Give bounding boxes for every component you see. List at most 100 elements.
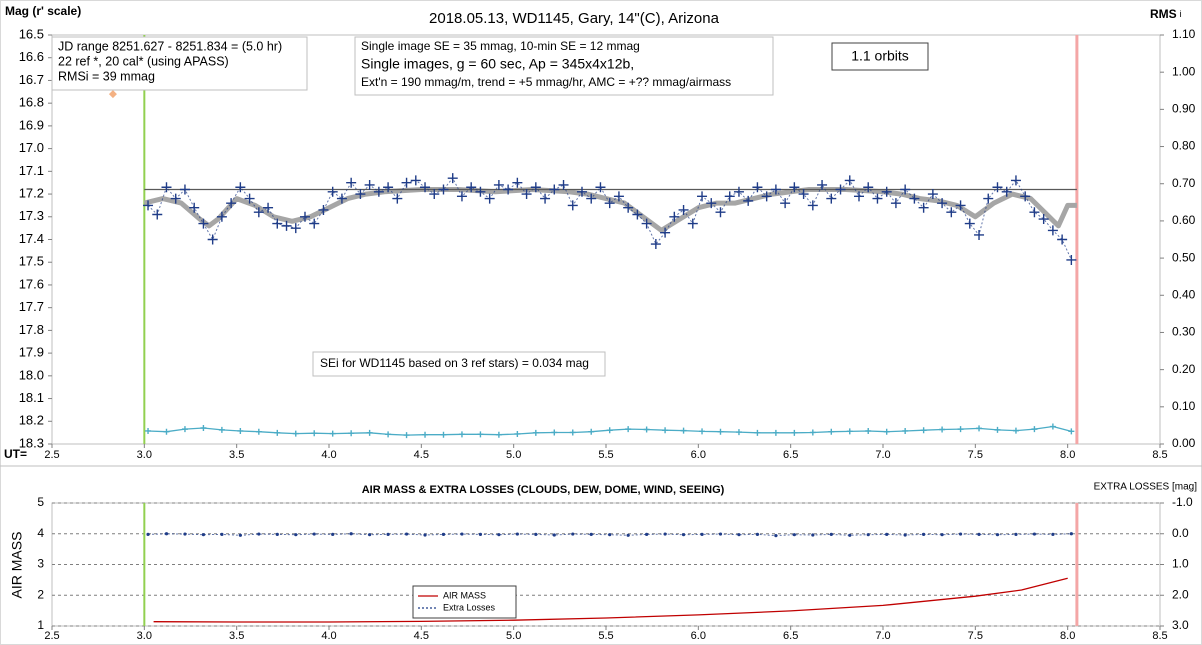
- data-point: [458, 431, 465, 438]
- setup-box: [354, 36, 774, 96]
- x-tick-label: 3.0: [137, 449, 152, 461]
- setup-text: Ext'n = 190 mmag/m, trend = +5 mmag/hr, …: [361, 75, 731, 89]
- x-tick-label: 5.5: [598, 449, 613, 461]
- y-tick-label: 3: [37, 557, 44, 571]
- data-point: [571, 532, 575, 536]
- y2-axis-label: RMS i: [1150, 7, 1182, 21]
- y2-tick-label: 0.0: [1172, 526, 1189, 540]
- data-point: [650, 239, 661, 250]
- data-point: [540, 193, 551, 204]
- data-point: [937, 198, 948, 209]
- x-tick-label: 3.5: [229, 449, 244, 461]
- data-point: [669, 211, 680, 222]
- y2-tick-label: -1.0: [1172, 495, 1193, 509]
- y-tick-label: 16.6: [19, 49, 44, 64]
- data-point: [275, 532, 279, 536]
- data-point: [724, 191, 735, 202]
- data-point: [817, 179, 828, 190]
- info-text: 22 ref *, 20 cal* (using APASS): [58, 54, 229, 68]
- y2-tick-label: 3.0: [1172, 618, 1189, 632]
- setup-text: Single image SE = 35 mmag, 10-min SE = 1…: [361, 39, 640, 53]
- data-point: [218, 426, 225, 433]
- data-point: [613, 191, 624, 202]
- y-tick-label: 17.6: [19, 276, 44, 291]
- x-tick-label: 6.0: [691, 449, 706, 461]
- sei-box: [312, 351, 606, 377]
- data-point: [1057, 234, 1068, 245]
- data-point: [346, 177, 357, 188]
- data-point: [161, 182, 172, 193]
- data-point: [586, 193, 597, 204]
- data-point: [946, 207, 957, 218]
- data-point: [373, 186, 384, 197]
- data-point: [743, 195, 754, 206]
- data-point: [626, 533, 630, 537]
- data-point: [329, 430, 336, 437]
- data-point: [569, 429, 576, 436]
- data-point: [844, 175, 855, 186]
- y2-label-sub: i: [1180, 9, 1182, 19]
- data-point: [964, 218, 975, 229]
- x-tick-label: 2.5: [44, 449, 59, 461]
- data-point: [872, 193, 883, 204]
- data-point: [798, 189, 809, 200]
- data-point: [549, 184, 560, 195]
- x-tick-label: 3.5: [229, 630, 244, 642]
- data-point: [181, 426, 188, 433]
- y2-tick-label: 0.60: [1172, 213, 1196, 227]
- setup-text: Single images, g = 60 sec, Ap = 345x4x12…: [361, 56, 634, 72]
- data-point: [1014, 532, 1018, 536]
- x-tick-label: 4.5: [414, 449, 429, 461]
- data-point: [903, 533, 907, 537]
- data-point: [809, 429, 816, 436]
- data-point: [207, 234, 218, 245]
- data-point: [238, 533, 242, 537]
- x-tick-label: 5.5: [598, 630, 613, 642]
- data-point: [645, 532, 649, 536]
- data-point: [1049, 423, 1056, 430]
- x-tick-label: 4.0: [321, 630, 336, 642]
- data-point: [761, 191, 772, 202]
- x-tick-label: 5.0: [506, 449, 521, 461]
- x-tick-label: 6.0: [691, 630, 706, 642]
- data-point: [774, 533, 778, 538]
- data-point: [687, 218, 698, 229]
- y-tick-label: 17.1: [19, 163, 44, 178]
- data-point: [902, 427, 909, 434]
- data-point: [718, 532, 723, 536]
- y-tick-label: 18.1: [19, 390, 44, 405]
- y-tick-label: 17.9: [19, 345, 44, 360]
- data-point: [299, 211, 310, 222]
- data-point: [493, 179, 504, 190]
- y-tick-label: 16.8: [19, 95, 44, 110]
- data-point: [349, 532, 353, 536]
- y2-tick-label: 0.20: [1172, 362, 1196, 376]
- data-point: [604, 198, 615, 209]
- data-point: [754, 429, 761, 436]
- data-point: [958, 532, 963, 536]
- data-point: [957, 426, 964, 433]
- data-point: [772, 429, 779, 436]
- data-point: [420, 182, 431, 193]
- data-point: [244, 193, 255, 204]
- orbits-box: [831, 42, 929, 71]
- data-point: [717, 428, 724, 435]
- data-point: [530, 182, 541, 193]
- data-point: [940, 533, 944, 537]
- data-point: [1012, 427, 1019, 434]
- data-point: [697, 191, 708, 202]
- data-point: [927, 189, 938, 200]
- data-point: [791, 429, 798, 436]
- data-point: [226, 198, 237, 209]
- data-point: [152, 209, 163, 220]
- data-point: [567, 200, 578, 211]
- data-point: [890, 198, 901, 209]
- series-line: [153, 577, 1068, 623]
- data-point: [733, 186, 744, 197]
- data-point: [263, 202, 274, 213]
- data-point: [595, 182, 606, 193]
- data-point: [983, 193, 994, 204]
- data-point: [846, 428, 853, 435]
- data-point: [828, 428, 835, 435]
